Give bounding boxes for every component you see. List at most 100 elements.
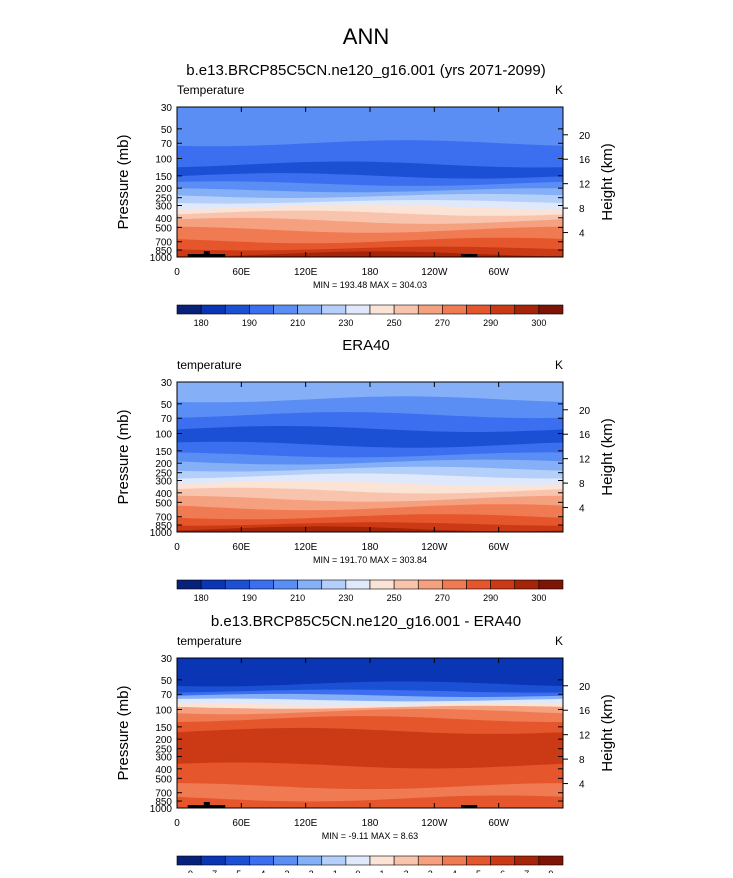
height-tick-label: 4 xyxy=(579,229,585,240)
y-tick-label: 200 xyxy=(155,735,172,746)
x-tick-label: 120W xyxy=(421,818,448,829)
colorbar-swatch xyxy=(176,855,202,866)
colorbar-label: 230 xyxy=(338,593,353,603)
height-tick-label: 8 xyxy=(579,204,585,215)
colorbar-swatch xyxy=(490,579,516,590)
y-tick-label: 300 xyxy=(155,201,172,212)
colorbar-swatch xyxy=(345,855,371,866)
height-tick-label: 16 xyxy=(579,430,591,441)
colorbar-swatch xyxy=(176,579,202,590)
colorbar-label: 250 xyxy=(387,318,402,328)
terrain-block xyxy=(203,802,210,806)
terrain-block xyxy=(461,805,478,808)
colorbar-label: 270 xyxy=(435,318,450,328)
y-tick-label: 400 xyxy=(155,214,172,225)
height-tick-label: 20 xyxy=(579,131,591,142)
height-tick-label: 16 xyxy=(579,155,591,166)
colorbar-swatch xyxy=(369,304,395,315)
y-tick-label: 300 xyxy=(155,476,172,487)
colorbar-label: 180 xyxy=(194,593,209,603)
y-axis-label: Pressure (mb) xyxy=(115,409,132,504)
x-tick-label: 120W xyxy=(421,267,448,278)
y-tick-label: 200 xyxy=(155,184,172,195)
colorbar-label: 4 xyxy=(452,869,457,873)
y-tick-label: 30 xyxy=(161,103,173,114)
y-tick-label: 500 xyxy=(155,223,172,234)
colorbar-label: 230 xyxy=(338,318,353,328)
colorbar-label: 7 xyxy=(524,869,529,873)
colorbar-label: 210 xyxy=(290,593,305,603)
min-max-text: MIN = -9.11 MAX = 8.63 xyxy=(322,831,418,841)
height-tick-label: 20 xyxy=(579,406,591,417)
units-label: K xyxy=(555,634,563,648)
colorbar-label: 270 xyxy=(435,593,450,603)
x-tick-label: 120E xyxy=(294,542,318,553)
colorbar-label: 300 xyxy=(531,318,546,328)
x-tick-label: 60W xyxy=(488,818,509,829)
height-tick-label: 8 xyxy=(579,479,585,490)
y-tick-label: 400 xyxy=(155,765,172,776)
colorbar-swatch xyxy=(369,855,395,866)
y-tick-label: 1000 xyxy=(150,253,173,264)
colorbar-swatch xyxy=(442,304,467,315)
colorbar-label: 210 xyxy=(290,318,305,328)
colorbar-swatch xyxy=(200,304,226,315)
colorbar-swatch xyxy=(442,579,467,590)
colorbar-swatch xyxy=(200,855,226,866)
units-label: K xyxy=(555,83,563,97)
variable-label: temperature xyxy=(177,634,242,648)
colorbar-label: 290 xyxy=(483,593,498,603)
colorbar-swatch xyxy=(321,855,347,866)
panel-title: b.e13.BRCP85C5CN.ne120_g16.001 (yrs 2071… xyxy=(186,62,545,79)
y-tick-label: 700 xyxy=(155,789,172,800)
x-tick-label: 0 xyxy=(174,542,180,553)
terrain-block xyxy=(461,254,478,257)
y-tick-label: 100 xyxy=(155,430,172,441)
page-title: ANN xyxy=(343,24,389,49)
x-tick-label: 120E xyxy=(294,818,318,829)
y-tick-label: 250 xyxy=(155,745,172,756)
height-tick-label: 4 xyxy=(579,780,585,791)
colorbar-label: 3 xyxy=(428,869,433,873)
colorbar-swatch xyxy=(417,855,443,866)
colorbar-label: -3 xyxy=(282,869,290,873)
x-tick-label: 180 xyxy=(362,818,379,829)
height-tick-label: 12 xyxy=(579,455,591,466)
colorbar-label: 5 xyxy=(476,869,481,873)
colorbar-swatch xyxy=(466,304,491,315)
colorbar-swatch xyxy=(466,855,491,866)
height-tick-label: 8 xyxy=(579,755,585,766)
colorbar-swatch xyxy=(393,579,419,590)
min-max-text: MIN = 193.48 MAX = 304.03 xyxy=(313,280,427,290)
colorbar-label: 0 xyxy=(355,869,360,873)
y-axis-label-right: Height (km) xyxy=(599,418,616,496)
colorbar-label: 300 xyxy=(531,593,546,603)
y-tick-label: 300 xyxy=(155,752,172,763)
colorbar-label: 190 xyxy=(242,593,257,603)
terrain-block xyxy=(203,251,210,255)
y-tick-label: 70 xyxy=(161,139,173,150)
field xyxy=(177,658,563,808)
terrain-block xyxy=(187,254,226,257)
colorbar-swatch xyxy=(490,304,516,315)
colorbar-swatch xyxy=(224,304,250,315)
colorbar-label: 2 xyxy=(404,869,409,873)
colorbar-swatch xyxy=(249,855,274,866)
panel-title: b.e13.BRCP85C5CN.ne120_g16.001 - ERA40 xyxy=(211,613,521,630)
y-tick-label: 70 xyxy=(161,690,173,701)
x-tick-label: 180 xyxy=(362,267,379,278)
colorbar-swatch xyxy=(514,579,540,590)
colorbar-label: -7 xyxy=(209,869,217,873)
x-tick-label: 60E xyxy=(232,542,250,553)
y-tick-label: 700 xyxy=(155,238,172,249)
colorbar-swatch xyxy=(393,855,419,866)
y-tick-label: 100 xyxy=(155,155,172,166)
min-max-text: MIN = 191.70 MAX = 303.84 xyxy=(313,555,427,565)
colorbar-swatch xyxy=(417,579,443,590)
colorbar-swatch xyxy=(297,579,323,590)
colorbar-swatch xyxy=(224,579,250,590)
chart-panel-1: b.e13.BRCP85C5CN.ne120_g16.001 (yrs 2071… xyxy=(115,62,616,328)
y-tick-label: 700 xyxy=(155,513,172,524)
colorbar-swatch xyxy=(514,304,540,315)
